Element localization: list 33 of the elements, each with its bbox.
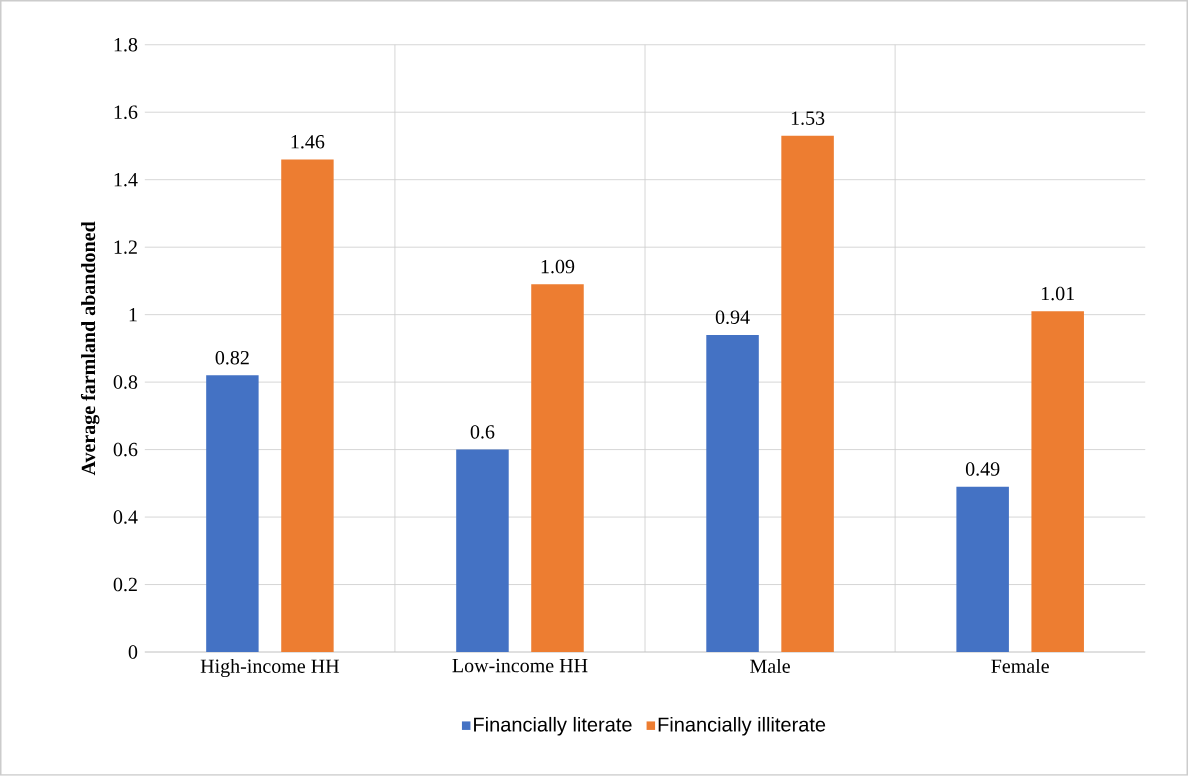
y-tick-label: 1.6 (114, 105, 138, 120)
y-tick-label: 0.2 (113, 577, 137, 592)
y-tick-label: 1.2 (114, 240, 137, 255)
data-label: 1.01 (1041, 286, 1074, 301)
y-tick-label: 0.6 (113, 442, 138, 457)
x-tick-label: Low-income HH (452, 658, 588, 673)
bar (206, 375, 259, 653)
y-tick-label: 0.4 (113, 510, 138, 524)
bar (531, 284, 584, 653)
bar (281, 159, 334, 653)
x-tick-label: High-income HH (200, 658, 340, 678)
y-tick-label: 1 (129, 308, 137, 322)
data-label: 1.09 (541, 259, 575, 274)
y-tick-label: 0 (128, 645, 138, 659)
data-label: 0.82 (215, 351, 249, 365)
y-tick-label: 0.8 (113, 375, 138, 389)
legend-label: Financially illiterate (658, 717, 826, 736)
data-label: 0.49 (965, 462, 1000, 476)
legend-label: Financially literate (474, 717, 632, 736)
bar (456, 449, 509, 653)
data-label: 1.46 (291, 135, 325, 149)
data-label: 1.53 (791, 111, 825, 126)
x-tick-label: Female (991, 658, 1049, 674)
bar (706, 334, 759, 653)
bar (781, 135, 834, 653)
y-tick-label: 1.8 (114, 38, 138, 52)
bar (956, 486, 1009, 653)
y-axis-title: Average farmland abandoned (80, 221, 100, 476)
data-label: 0.6 (470, 425, 495, 439)
data-label: 0.94 (715, 310, 750, 325)
bar (1031, 311, 1084, 653)
y-tick-label: 1.4 (114, 173, 138, 187)
x-tick-label: Male (750, 658, 790, 674)
